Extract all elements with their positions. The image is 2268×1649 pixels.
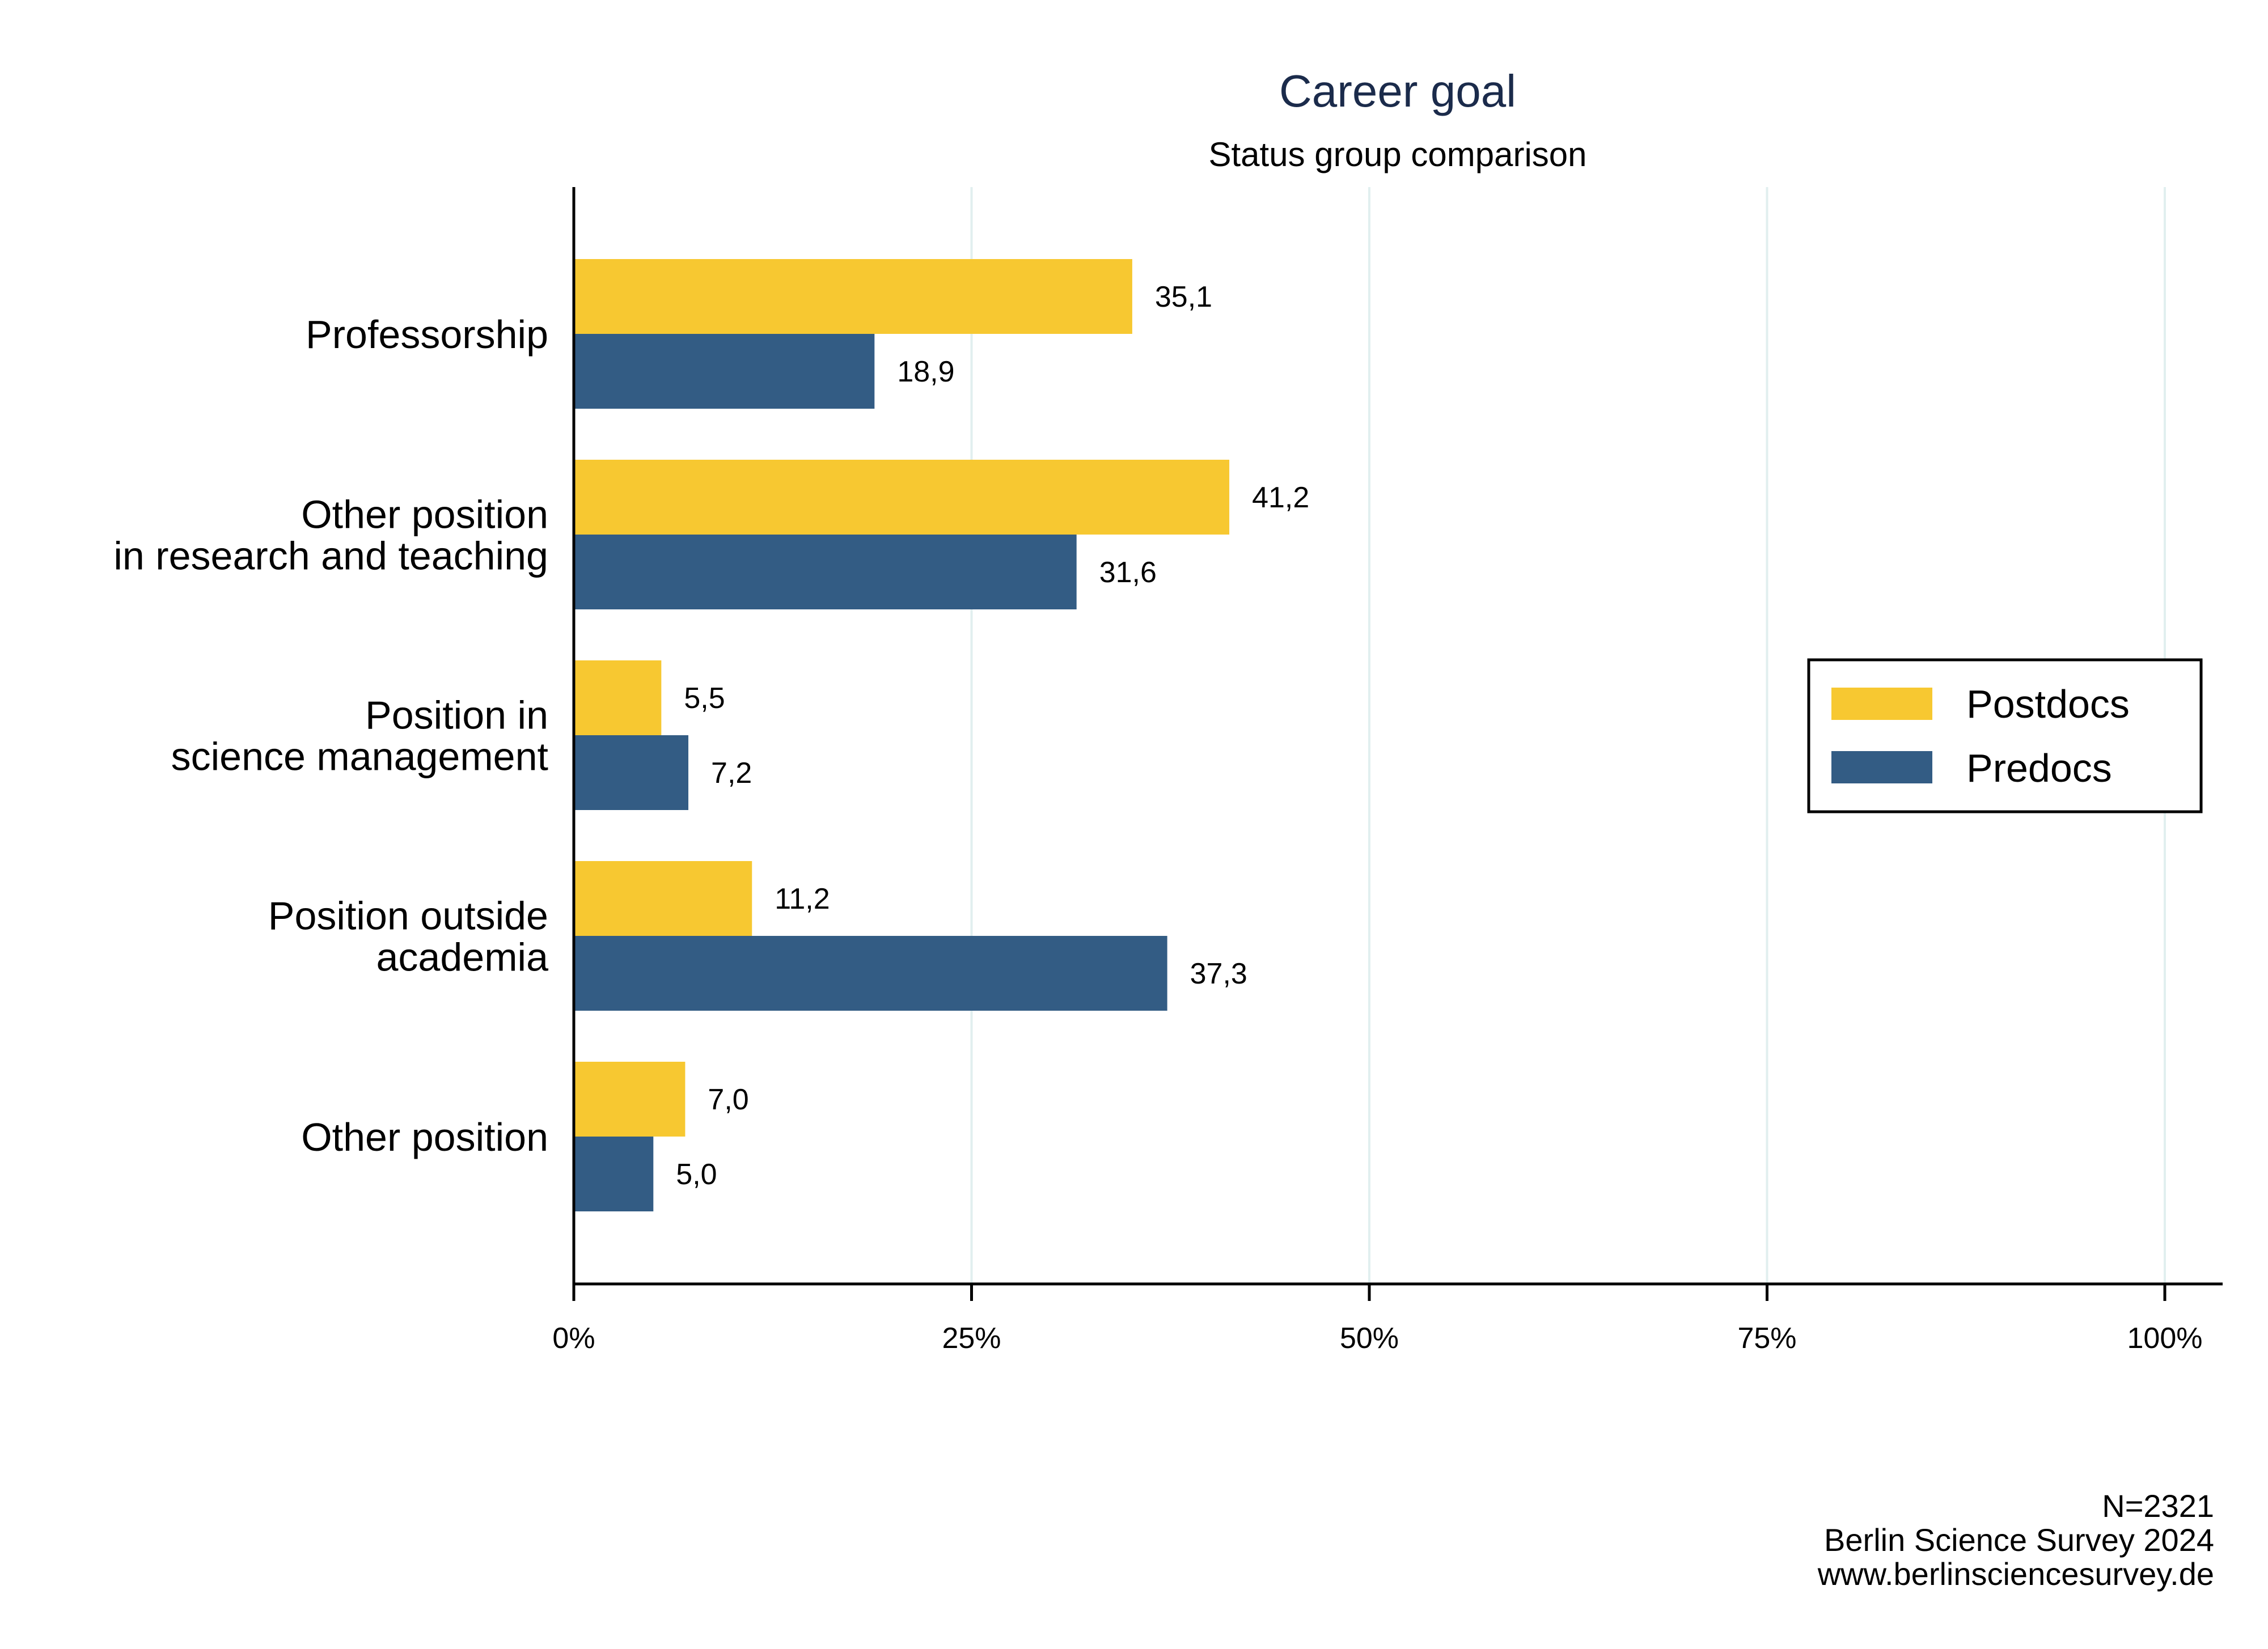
legend-label-postdocs: Postdocs <box>1966 682 2130 726</box>
value-label-predocs-2: 7,2 <box>711 757 752 790</box>
value-label-postdocs-2: 5,5 <box>684 682 725 715</box>
bar-predocs-0 <box>574 334 875 409</box>
footnote-website: www.berlinsciencesurvey.de <box>1817 1556 2214 1592</box>
bar-predocs-2 <box>574 735 689 810</box>
x-tick-label-25: 25% <box>942 1322 1001 1355</box>
bar-postdocs-3 <box>574 861 752 936</box>
bar-predocs-1 <box>574 535 1077 609</box>
category-label-2-0: Position in <box>365 693 548 737</box>
bar-postdocs-0 <box>574 259 1132 334</box>
value-label-postdocs-1: 41,2 <box>1252 481 1309 514</box>
value-label-postdocs-4: 7,0 <box>708 1083 748 1116</box>
x-tick-label-0: 0% <box>552 1322 595 1355</box>
footnote-sample-size: N=2321 <box>2102 1488 2214 1524</box>
bar-postdocs-1 <box>574 460 1230 535</box>
value-label-predocs-4: 5,0 <box>676 1158 717 1191</box>
x-tick-label-100: 100% <box>2127 1322 2203 1355</box>
footnote: N=2321 Berlin Science Survey 2024 www.be… <box>1817 1488 2214 1592</box>
value-label-predocs-0: 18,9 <box>897 355 954 388</box>
value-label-postdocs-3: 11,2 <box>775 883 830 915</box>
category-label-1-0: Other position <box>301 493 548 537</box>
category-label-4-0: Other position <box>301 1115 548 1159</box>
bars <box>574 259 1230 1211</box>
footnote-source: Berlin Science Survey 2024 <box>1824 1522 2214 1558</box>
legend-label-predocs: Predocs <box>1966 746 2112 790</box>
bar-predocs-3 <box>574 936 1167 1011</box>
chart-subtitle: Status group comparison <box>1208 135 1586 173</box>
x-axis-ticks: 0% 25% 50% 75% 100% <box>552 1284 2203 1355</box>
x-tick-label-50: 50% <box>1340 1322 1399 1355</box>
category-label-1-1: in research and teaching <box>113 534 548 578</box>
value-label-predocs-1: 31,6 <box>1099 556 1157 589</box>
legend: Postdocs Predocs <box>1807 658 2203 813</box>
category-label-0-0: Professorship <box>306 312 548 357</box>
bar-predocs-4 <box>574 1137 654 1211</box>
category-label-3-1: academia <box>376 935 548 980</box>
category-label-3-0: Position outside <box>268 894 548 938</box>
chart-title: Career goal <box>1279 66 1516 116</box>
bar-postdocs-4 <box>574 1062 686 1137</box>
legend-swatch-postdocs <box>1831 688 1932 720</box>
x-tick-label-75: 75% <box>1737 1322 1796 1355</box>
legend-box <box>1807 658 2203 813</box>
category-label-2-1: science management <box>171 735 548 779</box>
value-label-postdocs-0: 35,1 <box>1155 281 1212 313</box>
value-labels: 35,1 18,9 41,2 31,6 5,5 7,2 11,2 37,3 7,0 5,0 <box>676 281 1309 1191</box>
legend-swatch-predocs <box>1831 751 1932 783</box>
value-label-predocs-3: 37,3 <box>1190 957 1247 990</box>
bar-postdocs-2 <box>574 660 662 735</box>
